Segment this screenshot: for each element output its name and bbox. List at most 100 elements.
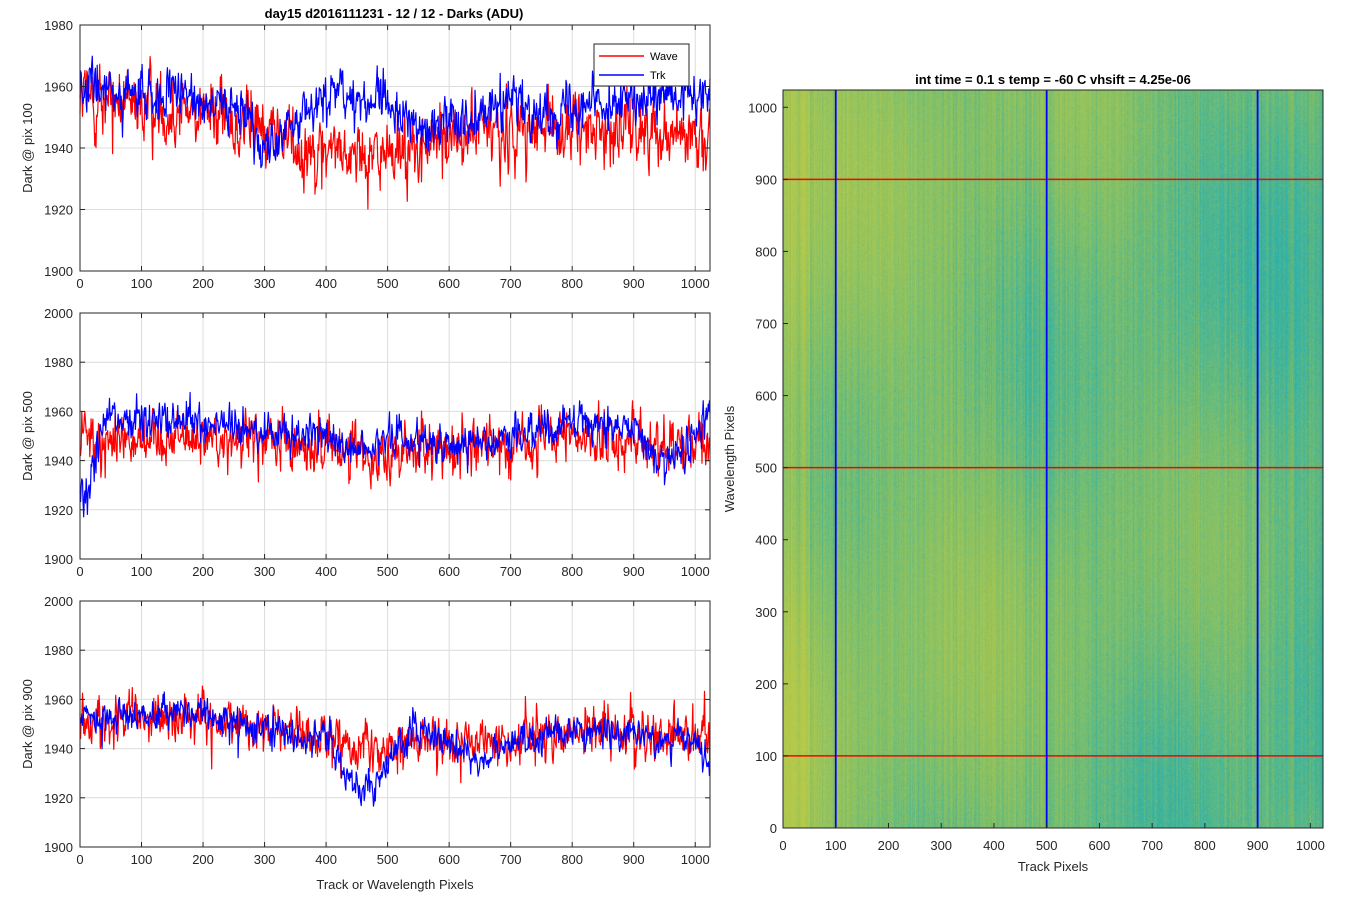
plot2-axes-box xyxy=(79,312,711,560)
plot-dark-pix-500: 0 100 200 300 400 500 600 700 800 900 1000 1900 1920… xyxy=(20,306,711,579)
series-line-wave xyxy=(79,56,711,210)
y-tick-label: 1920 xyxy=(44,503,73,518)
x-tick-label: 0 xyxy=(76,852,83,867)
y-tick-label: 1940 xyxy=(44,742,73,757)
plot3-grid xyxy=(80,601,710,847)
heatmap-x-tick-label: 300 xyxy=(930,838,952,853)
x-tick-label: 1000 xyxy=(681,276,710,291)
y-tick-label: 1920 xyxy=(44,791,73,806)
plot1-y-axis-label: Dark @ pix 100 xyxy=(20,103,35,193)
figure-title: day15 d2016111231 - 12 / 12 - Darks (ADU… xyxy=(265,6,524,21)
heatmap-y-tick-label: 0 xyxy=(770,821,777,836)
legend-box xyxy=(593,43,690,87)
x-tick-label: 600 xyxy=(438,276,460,291)
heatmap-tick-labels: 0 100 200 300 400 500 600 700 800 900 1000 0 100 200 3… xyxy=(748,100,1325,853)
x-tick-label: 600 xyxy=(438,852,460,867)
y-tick-label: 1960 xyxy=(44,692,73,707)
x-tick-label: 500 xyxy=(377,852,399,867)
y-tick-label: 1980 xyxy=(44,355,73,370)
x-tick-label: 700 xyxy=(500,276,522,291)
x-tick-label: 900 xyxy=(623,276,645,291)
x-tick-label: 0 xyxy=(76,276,83,291)
x-tick-label: 800 xyxy=(561,852,583,867)
heatmap-title: int time = 0.1 s temp = -60 C vhsift = 4… xyxy=(915,72,1191,87)
heatmap-y-axis-label: Wavelength Pixels xyxy=(722,405,737,512)
heatmap-y-tick-label: 200 xyxy=(755,677,777,692)
heatmap-x-tick-label: 200 xyxy=(878,838,900,853)
heatmap-x-tick-label: 400 xyxy=(983,838,1005,853)
plot3-axes-box xyxy=(79,600,711,848)
plot2-series xyxy=(79,391,711,518)
series-line-trk xyxy=(79,691,711,807)
heatmap-y-tick-label: 400 xyxy=(755,533,777,548)
heatmap-x-tick-label: 1000 xyxy=(1296,838,1325,853)
plot1-tick-labels: 0 100 200 300 400 500 600 700 800 900 1000 1900 1920… xyxy=(44,18,710,291)
x-tick-label: 400 xyxy=(315,852,337,867)
x-tick-label: 200 xyxy=(192,564,214,579)
y-tick-label: 1960 xyxy=(44,404,73,419)
y-tick-label: 1900 xyxy=(44,552,73,567)
x-tick-label: 700 xyxy=(500,852,522,867)
x-tick-label: 300 xyxy=(254,852,276,867)
heatmap-x-tick-label: 800 xyxy=(1194,838,1216,853)
heatmap-y-tick-label: 300 xyxy=(755,605,777,620)
x-tick-label: 600 xyxy=(438,564,460,579)
heatmap-y-tick-label: 900 xyxy=(755,172,777,187)
x-tick-label: 900 xyxy=(623,564,645,579)
legend[interactable]: Wave Trk xyxy=(593,43,690,87)
y-tick-label: 1900 xyxy=(44,264,73,279)
heatmap-y-tick-label: 800 xyxy=(755,244,777,259)
plot3-series xyxy=(79,685,711,807)
heatmap-x-tick-label: 900 xyxy=(1247,838,1269,853)
x-tick-label: 800 xyxy=(561,276,583,291)
x-tick-label: 100 xyxy=(131,852,153,867)
heatmap-x-axis-label: Track Pixels xyxy=(1018,859,1089,874)
y-tick-label: 2000 xyxy=(44,594,73,609)
series-line-wave xyxy=(79,400,711,490)
x-tick-label: 700 xyxy=(500,564,522,579)
x-tick-label: 800 xyxy=(561,564,583,579)
x-tick-label: 500 xyxy=(377,276,399,291)
heatmap-y-tick-label: 500 xyxy=(755,461,777,476)
heatmap-axes-box xyxy=(782,89,1324,829)
legend-entry-wave: Wave xyxy=(650,51,678,63)
x-tick-label: 400 xyxy=(315,564,337,579)
y-tick-label: 2000 xyxy=(44,306,73,321)
x-tick-label: 200 xyxy=(192,276,214,291)
heatmap-y-tick-label: 1000 xyxy=(748,100,777,115)
x-tick-label: 1000 xyxy=(681,852,710,867)
heatmap-x-tick-label: 500 xyxy=(1036,838,1058,853)
x-tick-label: 500 xyxy=(377,564,399,579)
plot-dark-pix-900: 0 100 200 300 400 500 600 700 800 900 1000 1900 1920… xyxy=(20,594,711,892)
y-tick-label: 1940 xyxy=(44,454,73,469)
heatmap-y-tick-label: 100 xyxy=(755,749,777,764)
series-line-trk xyxy=(79,55,711,169)
heatmap-y-tick-label: 700 xyxy=(755,317,777,332)
x-tick-label: 900 xyxy=(623,852,645,867)
plot2-tick-labels: 0 100 200 300 400 500 600 700 800 900 1000 1900 1920… xyxy=(44,306,710,579)
legend-entry-trk: Trk xyxy=(650,70,666,82)
heatmap-y-tick-label: 600 xyxy=(755,389,777,404)
y-tick-label: 1940 xyxy=(44,141,73,156)
heatmap-dark-frame: int time = 0.1 s temp = -60 C vhsift = 4… xyxy=(722,72,1325,874)
heatmap-overlay-lines xyxy=(783,90,1323,828)
x-tick-label: 300 xyxy=(254,564,276,579)
heatmap-x-tick-label: 100 xyxy=(825,838,847,853)
heatmap-x-tick-label: 600 xyxy=(1089,838,1111,853)
x-tick-label: 0 xyxy=(76,564,83,579)
y-tick-label: 1960 xyxy=(44,80,73,95)
x-tick-label: 1000 xyxy=(681,564,710,579)
x-tick-label: 100 xyxy=(131,276,153,291)
heatmap-x-tick-label: 700 xyxy=(1141,838,1163,853)
series-line-trk xyxy=(79,391,711,518)
x-tick-label: 100 xyxy=(131,564,153,579)
plot3-tick-labels: 0 100 200 300 400 500 600 700 800 900 1000 1900 1920… xyxy=(44,594,710,867)
x-tick-label: 300 xyxy=(254,276,276,291)
heatmap-image xyxy=(783,90,1323,828)
x-tick-label: 400 xyxy=(315,276,337,291)
plot-dark-pix-100: 0 100 200 300 400 500 600 700 800 900 1000 1900 1920… xyxy=(20,18,711,291)
plot2-y-axis-label: Dark @ pix 500 xyxy=(20,391,35,481)
y-tick-label: 1900 xyxy=(44,840,73,855)
x-tick-label: 200 xyxy=(192,852,214,867)
